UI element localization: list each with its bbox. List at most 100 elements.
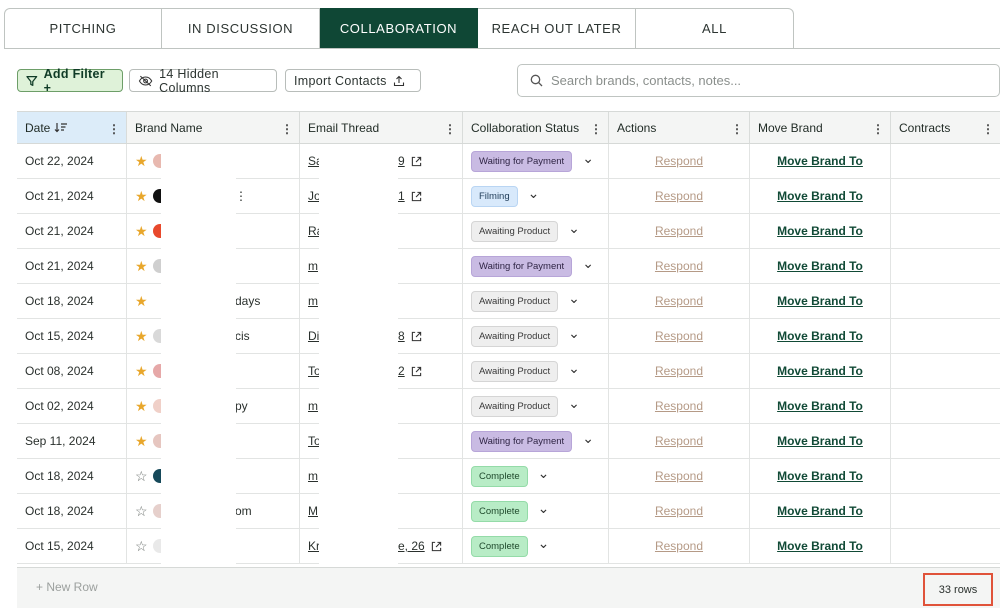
respond-link[interactable]: Respond — [654, 294, 704, 308]
status-dropdown[interactable]: Waiting for Payment ⌄ — [471, 254, 594, 277]
email-thread-link-end[interactable]: e, 26 — [398, 539, 442, 553]
star-outline-icon[interactable]: ☆ — [135, 467, 148, 484]
column-header-email-thread[interactable]: Email Thread ⋮ — [300, 112, 463, 143]
respond-link[interactable]: Respond — [654, 399, 704, 413]
column-header-date[interactable]: Date ⋮ — [17, 112, 127, 143]
column-header-move-brand[interactable]: Move Brand ⋮ — [750, 112, 891, 143]
external-link-icon[interactable] — [411, 191, 422, 202]
star-filled-icon[interactable]: ★ — [135, 152, 148, 169]
chevron-down-icon[interactable]: ⌄ — [527, 184, 540, 201]
column-header-brand-name[interactable]: Brand Name ⋮ — [127, 112, 300, 143]
chevron-down-icon[interactable]: ⌄ — [582, 149, 594, 166]
move-brand-link[interactable]: Move Brand To — [777, 154, 863, 168]
chevron-down-icon[interactable]: ⌄ — [537, 534, 550, 551]
chevron-down-icon[interactable]: ⌄ — [568, 359, 580, 376]
respond-link[interactable]: Respond — [654, 259, 704, 273]
respond-link[interactable]: Respond — [654, 469, 704, 483]
email-thread-link-end[interactable]: 1 — [398, 189, 422, 203]
move-brand-link[interactable]: Move Brand To — [777, 259, 863, 273]
respond-link[interactable]: Respond — [654, 224, 704, 238]
move-brand-link[interactable]: Move Brand To — [777, 294, 863, 308]
email-thread-link[interactable]: m — [308, 469, 318, 483]
column-menu-icon[interactable]: ⋮ — [872, 122, 884, 136]
chevron-down-icon[interactable]: ⌄ — [568, 219, 580, 236]
hidden-columns-button[interactable]: 14 Hidden Columns — [129, 67, 277, 95]
email-thread-link[interactable]: m — [308, 399, 318, 413]
star-filled-icon[interactable]: ★ — [135, 257, 148, 274]
move-brand-link[interactable]: Move Brand To — [777, 434, 863, 448]
star-filled-icon[interactable]: ★ — [135, 362, 148, 379]
chevron-down-icon[interactable]: ⌄ — [537, 464, 550, 481]
email-thread-link[interactable]: To — [308, 434, 320, 448]
star-filled-icon[interactable]: ★ — [135, 397, 148, 414]
tab-all[interactable]: ALL — [636, 8, 794, 49]
move-brand-link[interactable]: Move Brand To — [777, 224, 863, 238]
sort-descending-icon[interactable] — [54, 122, 68, 133]
status-dropdown[interactable]: Filming ⌄ — [471, 184, 540, 207]
star-filled-icon[interactable]: ★ — [135, 292, 148, 309]
move-brand-link[interactable]: Move Brand To — [777, 469, 863, 483]
email-thread-link-end[interactable]: 2 — [398, 364, 422, 378]
respond-link[interactable]: Respond — [654, 329, 704, 343]
chevron-down-icon[interactable]: ⌄ — [537, 499, 550, 516]
star-outline-icon[interactable]: ☆ — [135, 537, 148, 554]
search-box[interactable] — [517, 64, 1000, 97]
import-contacts-button[interactable]: Import Contacts — [285, 69, 421, 92]
tab-collaboration[interactable]: COLLABORATION — [320, 8, 478, 49]
chevron-down-icon[interactable]: ⌄ — [568, 394, 580, 411]
status-dropdown[interactable]: Awaiting Product ⌄ — [471, 219, 580, 242]
respond-link[interactable]: Respond — [654, 434, 704, 448]
email-thread-link[interactable]: To — [308, 364, 320, 378]
email-thread-link[interactable]: Ra — [308, 224, 320, 238]
status-dropdown[interactable]: Awaiting Product ⌄ — [471, 289, 580, 312]
star-filled-icon[interactable]: ★ — [135, 432, 148, 449]
column-menu-icon[interactable]: ⋮ — [281, 122, 293, 136]
status-dropdown[interactable]: Awaiting Product ⌄ — [471, 394, 580, 417]
chevron-down-icon[interactable]: ⌄ — [568, 324, 580, 341]
chevron-down-icon[interactable]: ⌄ — [568, 289, 580, 306]
tab-pitching[interactable]: PITCHING — [4, 8, 162, 49]
column-menu-icon[interactable]: ⋮ — [731, 122, 743, 136]
column-menu-icon[interactable]: ⋮ — [444, 122, 456, 136]
status-dropdown[interactable]: Awaiting Product ⌄ — [471, 324, 580, 347]
email-thread-link-end[interactable]: 8 — [398, 329, 422, 343]
external-link-icon[interactable] — [411, 366, 422, 377]
status-dropdown[interactable]: Complete ⌄ — [471, 534, 550, 557]
email-thread-link[interactable]: m — [308, 294, 318, 308]
tab-reach-out-later[interactable]: REACH OUT LATER — [478, 8, 636, 49]
status-dropdown[interactable]: Waiting for Payment ⌄ — [471, 149, 594, 172]
move-brand-link[interactable]: Move Brand To — [777, 504, 863, 518]
status-dropdown[interactable]: Awaiting Product ⌄ — [471, 359, 580, 382]
column-menu-icon[interactable]: ⋮ — [590, 122, 602, 136]
email-thread-link[interactable]: M — [308, 504, 318, 518]
email-thread-link[interactable]: Sa — [308, 154, 320, 168]
tab-in-discussion[interactable]: IN DISCUSSION — [162, 8, 320, 49]
external-link-icon[interactable] — [411, 331, 422, 342]
column-header-collaboration-status[interactable]: Collaboration Status ⋮ — [463, 112, 609, 143]
star-filled-icon[interactable]: ★ — [135, 222, 148, 239]
column-header-actions[interactable]: Actions ⋮ — [609, 112, 750, 143]
respond-link[interactable]: Respond — [654, 189, 704, 203]
star-filled-icon[interactable]: ★ — [135, 187, 148, 204]
email-thread-link-end[interactable]: 9 — [398, 154, 422, 168]
move-brand-link[interactable]: Move Brand To — [777, 539, 863, 553]
respond-link[interactable]: Respond — [654, 504, 704, 518]
external-link-icon[interactable] — [411, 156, 422, 167]
email-thread-link[interactable]: Jo — [308, 189, 320, 203]
external-link-icon[interactable] — [431, 541, 442, 552]
email-thread-link[interactable]: m — [308, 259, 318, 273]
column-menu-icon[interactable]: ⋮ — [108, 122, 120, 136]
status-dropdown[interactable]: Waiting for Payment ⌄ — [471, 429, 594, 452]
column-header-contracts[interactable]: Contracts ⋮ — [891, 112, 1000, 143]
new-row-button[interactable]: + New Row — [36, 580, 98, 594]
email-thread-link[interactable]: Di — [308, 329, 320, 343]
chevron-down-icon[interactable]: ⌄ — [582, 254, 594, 271]
respond-link[interactable]: Respond — [654, 154, 704, 168]
chevron-down-icon[interactable]: ⌄ — [582, 429, 594, 446]
respond-link[interactable]: Respond — [654, 364, 704, 378]
search-input[interactable] — [551, 73, 971, 88]
star-filled-icon[interactable]: ★ — [135, 327, 148, 344]
column-menu-icon[interactable]: ⋮ — [982, 122, 994, 136]
move-brand-link[interactable]: Move Brand To — [777, 189, 863, 203]
move-brand-link[interactable]: Move Brand To — [777, 364, 863, 378]
